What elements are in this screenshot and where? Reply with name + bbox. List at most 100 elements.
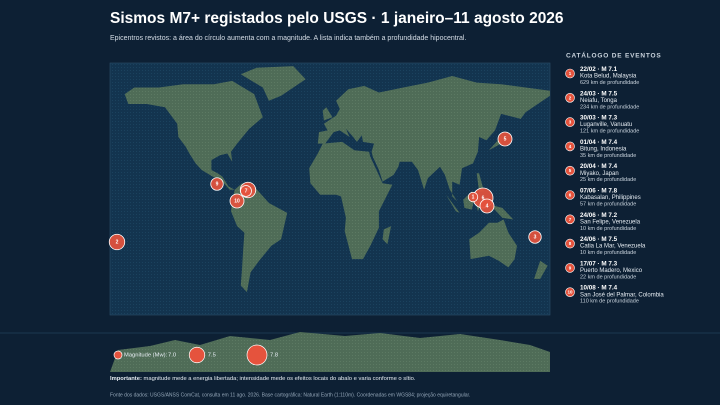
list-heading: 10/08 · M 7.4 <box>580 284 618 291</box>
landmass <box>446 194 460 213</box>
event-magnitude: M 7.3 <box>601 260 617 267</box>
subtitle: Epicentros revistos: a área do círculo a… <box>110 35 466 42</box>
event-date: 17/07 <box>580 260 596 267</box>
list-heading: 24/06 · M 7.5 <box>580 236 618 243</box>
event-place: Neiafu, Tonga <box>580 98 618 104</box>
list-bullet <box>565 141 575 152</box>
event-date: 07/06 <box>580 187 596 194</box>
epicenter <box>210 177 224 191</box>
separator: · <box>598 187 600 194</box>
event-date: 01/04 <box>580 139 596 146</box>
event-date: 22/02 <box>580 66 596 73</box>
event-date: 30/03 <box>580 114 596 121</box>
event-magnitude: M 7.4 <box>601 163 617 170</box>
landmass <box>240 66 306 101</box>
list-heading: 22/02 · M 7.1 <box>580 66 618 73</box>
list-bullet <box>565 93 575 103</box>
epicenter <box>240 185 252 197</box>
list-number: 3 <box>569 120 572 125</box>
markers: 62845103971 <box>108 131 542 251</box>
event-place: Bitung, Indonesia <box>580 146 627 152</box>
land <box>124 66 550 293</box>
list-number: 2 <box>569 95 572 100</box>
epicenter-number: 2 <box>116 240 119 246</box>
list-bullet <box>565 214 575 225</box>
event-depth: 22 km de profundidade <box>580 274 636 280</box>
legend-title: Magnitude (Mw): <box>124 353 168 359</box>
epicenter <box>479 198 495 214</box>
event-magnitude: M 7.1 <box>601 66 617 73</box>
epicenter-number: 4 <box>486 204 489 210</box>
list-heading: 01/04 · M 7.4 <box>580 139 618 146</box>
epicenter-number: 9 <box>216 182 219 188</box>
epicenter <box>108 233 126 251</box>
list-bullet <box>565 117 575 127</box>
list-number: 6 <box>569 192 572 197</box>
legend-circle <box>188 346 206 364</box>
list-number: 8 <box>569 241 572 246</box>
event-magnitude: M 7.8 <box>601 187 617 194</box>
epicenter-number: 6 <box>482 196 485 202</box>
landmass <box>309 141 393 260</box>
landmass <box>490 204 514 220</box>
landmass <box>317 76 550 202</box>
landmass <box>534 260 548 279</box>
separator: · <box>598 114 600 121</box>
event-date: 24/03 <box>580 90 596 97</box>
event-depth: 25 km de profundidade <box>580 177 636 183</box>
list-bullet <box>565 287 575 298</box>
separator: · <box>598 66 600 73</box>
epicenter-number: 3 <box>534 235 537 241</box>
list-bullet <box>565 238 575 249</box>
list-number: 7 <box>569 217 572 222</box>
event-date: 20/04 <box>580 163 596 170</box>
list-bullet <box>565 68 575 79</box>
event-magnitude: M 7.5 <box>601 90 617 97</box>
note-lead: Importante: <box>110 376 142 382</box>
event-place: San José del Palmar, Colombia <box>580 292 664 298</box>
list-heading: 24/03 · M 7.5 <box>580 90 618 97</box>
epicenter-number: 5 <box>504 137 507 143</box>
list-heading: 20/04 · M 7.4 <box>580 163 618 170</box>
list-bullet <box>565 165 575 176</box>
legend-label: 7.8 <box>270 353 278 359</box>
title: Sismos M7+ registados pelo USGS · 1 jane… <box>110 10 564 27</box>
event-depth: 110 km de profundidade <box>580 299 639 305</box>
list-bullet <box>565 190 575 200</box>
list-number: 1 <box>569 71 572 76</box>
list-heading: 17/07 · M 7.3 <box>580 260 618 267</box>
antarctica-shape <box>110 332 550 372</box>
list-number: 5 <box>569 168 572 173</box>
event-date: 24/06 <box>580 211 596 218</box>
list-number: 4 <box>569 144 572 149</box>
list-heading: 07/06 · M 7.8 <box>580 187 618 194</box>
event-place: Catia La Mar, Venezuela <box>580 244 646 250</box>
legend-circle <box>113 350 123 360</box>
epicenter <box>229 193 245 209</box>
epicenter <box>467 191 479 203</box>
epicenter-number: 10 <box>234 199 240 205</box>
event-place: Luganville, Vanuatu <box>580 122 632 128</box>
epicenter <box>497 131 513 147</box>
epicenter <box>528 230 542 244</box>
landmass <box>231 183 288 293</box>
note: Importante: magnitude mede a energia lib… <box>110 376 416 382</box>
separator: · <box>598 236 600 243</box>
event-depth: 629 km de profundidade <box>580 80 639 86</box>
separator: · <box>598 163 600 170</box>
event-date: 10/08 <box>580 284 596 291</box>
landmass <box>124 80 263 190</box>
event-depth: 35 km de profundidade <box>580 153 636 159</box>
landmass <box>476 173 484 192</box>
event-place: Puerto Madero, Mexico <box>580 268 643 274</box>
event-magnitude: M 7.4 <box>601 139 617 146</box>
separator: · <box>598 139 600 146</box>
landmass <box>322 107 333 121</box>
landmass <box>469 219 517 268</box>
landmass <box>382 226 392 245</box>
event-magnitude: M 7.5 <box>601 236 617 243</box>
separator: · <box>598 260 600 267</box>
source: Fonte dos dados: USGS/ANSS ComCat, consu… <box>110 392 470 398</box>
